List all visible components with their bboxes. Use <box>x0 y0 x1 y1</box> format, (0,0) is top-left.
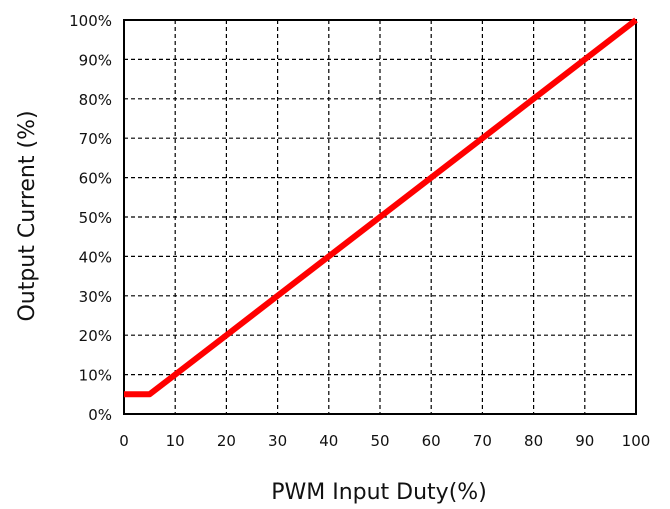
x-tick-label: 10 <box>166 432 185 450</box>
x-tick-label: 80 <box>524 432 543 450</box>
y-axis-ticks: 0% 10% 20% 30% 40% 50% 60% 70% 80% 90% 100% <box>69 12 112 424</box>
x-tick-label: 20 <box>217 432 236 450</box>
y-tick-label: 20% <box>79 327 112 345</box>
y-axis-title: Output Current (%) <box>15 110 40 321</box>
x-tick-label: 70 <box>473 432 492 450</box>
y-tick-label: 0% <box>88 406 112 424</box>
y-tick-label: 60% <box>79 170 112 188</box>
y-tick-label: 70% <box>79 130 112 148</box>
y-tick-label: 80% <box>79 91 112 109</box>
plot-frame <box>123 19 637 415</box>
y-tick-label: 10% <box>79 367 112 385</box>
y-tick-label: 90% <box>79 51 112 69</box>
y-tick-label: 30% <box>79 288 112 306</box>
series-layer <box>124 17 638 398</box>
x-tick-label: 90 <box>575 432 594 450</box>
x-tick-label: 30 <box>268 432 287 450</box>
y-tick-label: 40% <box>79 248 112 266</box>
x-tick-label: 100 <box>622 432 651 450</box>
series-line <box>124 17 638 398</box>
y-tick-label: 100% <box>69 12 112 30</box>
x-tick-label: 60 <box>422 432 441 450</box>
x-tick-label: 40 <box>319 432 338 450</box>
grid <box>124 20 636 414</box>
y-tick-label: 50% <box>79 209 112 227</box>
x-axis-ticks: 0 10 20 30 40 50 60 70 80 90 100 <box>119 432 650 450</box>
x-tick-label: 50 <box>370 432 389 450</box>
x-axis-title: PWM Input Duty(%) <box>271 480 487 504</box>
x-tick-label: 0 <box>119 432 129 450</box>
